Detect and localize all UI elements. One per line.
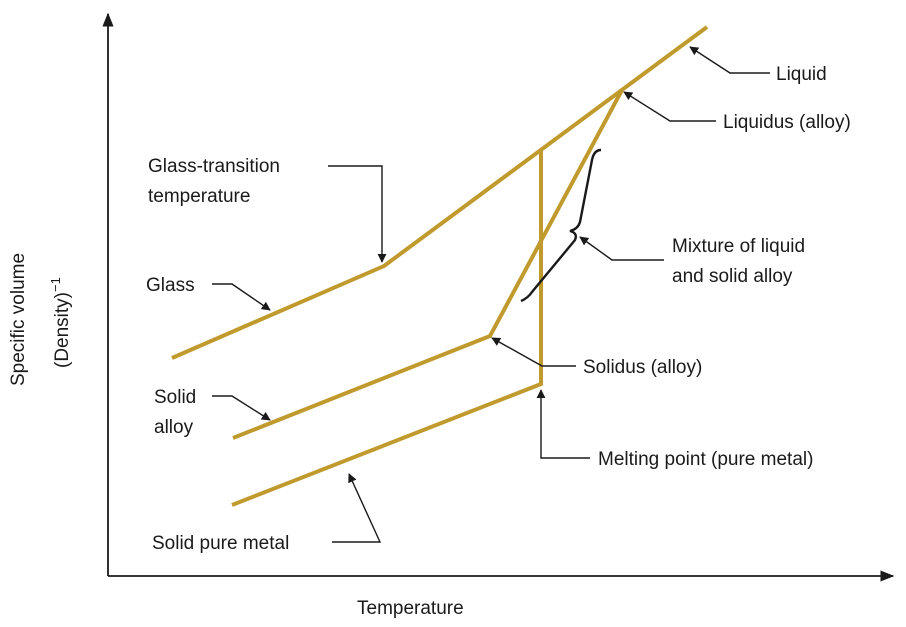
curves	[171, 25, 709, 507]
label-glass-transition-line2: temperature	[148, 186, 250, 207]
label-solidus: Solidus (alloy)	[583, 357, 702, 378]
x-axis-label: Temperature	[357, 598, 464, 619]
y-axis-label-secondary-exponent: −1	[48, 277, 63, 292]
label-glass: Glass	[146, 275, 195, 296]
melting-point-leader	[536, 389, 590, 459]
liquid-leader	[689, 46, 770, 74]
label-solid-alloy-line1: Solid	[154, 387, 196, 408]
label-liquid: Liquid	[776, 64, 827, 85]
label-solid-pure-metal: Solid pure metal	[152, 533, 289, 554]
solid-alloy-leader	[212, 395, 271, 421]
label-mixture-line2: and solid alloy	[672, 266, 793, 287]
mixture-leader	[579, 236, 664, 261]
glass-liquid-curve	[171, 25, 709, 360]
glass-transition-leader	[328, 165, 387, 263]
solid-pure-metal-leader	[332, 473, 382, 543]
mixture-brace	[520, 148, 602, 303]
label-glass-transition-line1: Glass-transition	[148, 156, 280, 177]
label-melting-point: Melting point (pure metal)	[598, 449, 813, 470]
label-solid-alloy-line2: alloy	[154, 417, 194, 438]
liquidus-leader	[623, 91, 716, 122]
y-axis-label-secondary-base: (Density)	[52, 292, 73, 368]
glass-leader	[212, 283, 271, 311]
label-liquidus: Liquidus (alloy)	[723, 112, 851, 133]
y-axis-label: Specific volume	[8, 253, 29, 386]
y-axis-label-secondary: (Density)−1	[48, 277, 73, 368]
label-mixture-line1: Mixture of liquid	[672, 236, 805, 257]
pure-metal-curve	[231, 151, 543, 507]
solid-alloy-curve	[232, 89, 624, 440]
solidus-leader	[491, 337, 576, 367]
